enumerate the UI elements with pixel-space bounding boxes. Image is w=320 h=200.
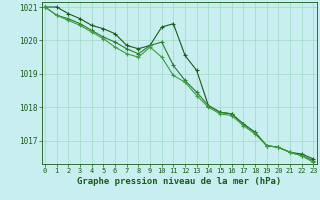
X-axis label: Graphe pression niveau de la mer (hPa): Graphe pression niveau de la mer (hPa) [77, 177, 281, 186]
